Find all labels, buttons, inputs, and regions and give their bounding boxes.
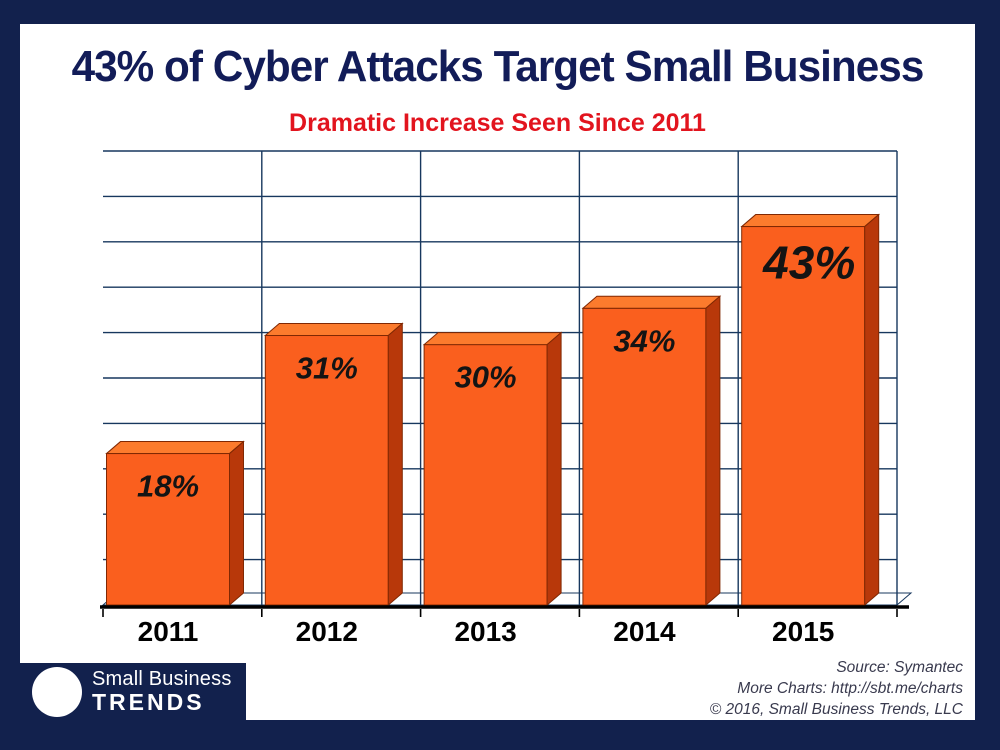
credit-source: Source: Symantec (836, 659, 963, 676)
credits-block: Source: Symantec More Charts: http://sbt… (710, 657, 963, 720)
chart-title: 43% of Cyber Attacks Target Small Busine… (71, 42, 925, 91)
credit-more-charts: More Charts: http://sbt.me/charts (737, 680, 963, 697)
logo-line2: TRENDS (92, 689, 205, 716)
credit-copyright: © 2016, Small Business Trends, LLC (709, 701, 963, 718)
logo-text: Small Business TRENDS (92, 668, 232, 716)
brand-logo: Small Business TRENDS (20, 663, 246, 721)
page-background: 43% of Cyber Attacks Target Small Busine… (20, 24, 975, 721)
chart-subtitle: Dramatic Increase Seen Since 2011 (289, 109, 706, 137)
logo-circle-icon (32, 667, 82, 717)
logo-line1: Small Business (92, 668, 232, 691)
